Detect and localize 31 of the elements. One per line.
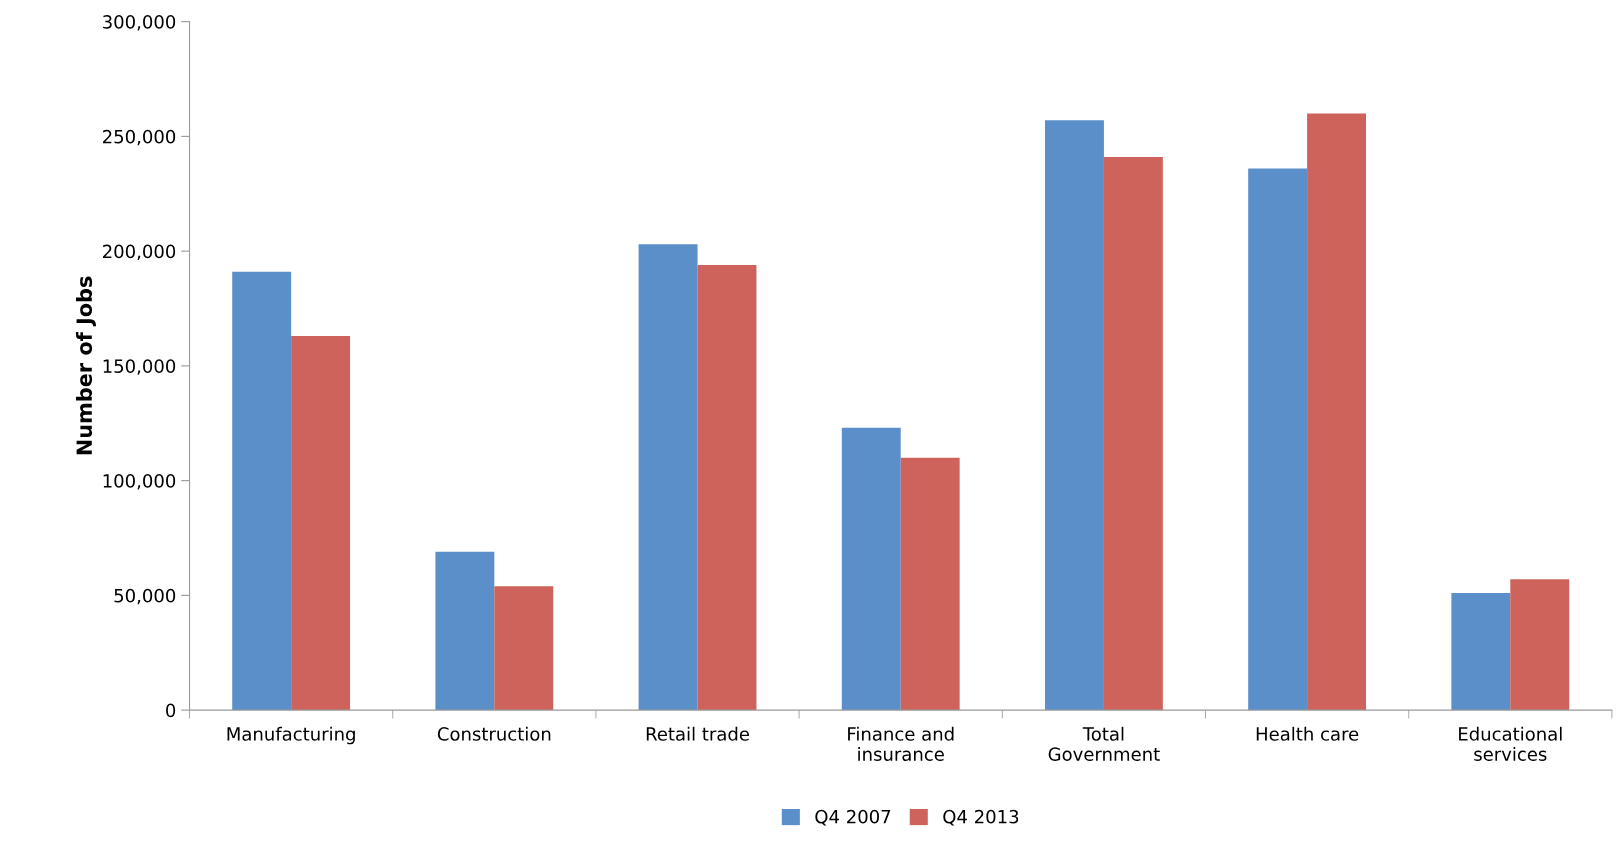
bar: [1248, 168, 1308, 711]
x-tick-label: Educational services: [1459, 726, 1562, 761]
legend-label: Q4 2007: [815, 809, 891, 826]
bar: [232, 271, 292, 711]
bar: [1307, 113, 1367, 711]
y-tick-label: 300,000: [103, 15, 176, 31]
x-tick-label: Retail trade: [646, 726, 750, 741]
bar: [1103, 157, 1163, 711]
y-tick-label: 50,000: [114, 588, 176, 605]
bar: [1510, 579, 1570, 711]
bar: [435, 551, 495, 711]
x-tick-label: Manufacturing: [227, 726, 355, 745]
bar: [900, 457, 960, 711]
bar: [494, 586, 554, 711]
bar: [638, 244, 698, 711]
bar: [697, 264, 757, 711]
y-axis-title: Number of Jobs: [75, 276, 96, 455]
bar: [1451, 593, 1511, 711]
y-tick-label: 200,000: [103, 244, 176, 261]
bar: [1044, 120, 1104, 711]
x-tick-label: Finance and insurance: [848, 726, 954, 761]
x-tick-label: Total Government: [1048, 726, 1160, 761]
bar: [841, 427, 901, 711]
x-tick-label: Health care: [1256, 726, 1359, 741]
y-tick-label: 250,000: [103, 129, 176, 146]
y-tick-label: 0: [166, 703, 176, 718]
y-tick-label: 100,000: [103, 474, 176, 490]
legend-label: Q4 2013: [943, 809, 1019, 826]
x-tick-label: Construction: [437, 726, 551, 741]
y-tick-label: 150,000: [103, 359, 176, 375]
bar: [291, 336, 351, 711]
